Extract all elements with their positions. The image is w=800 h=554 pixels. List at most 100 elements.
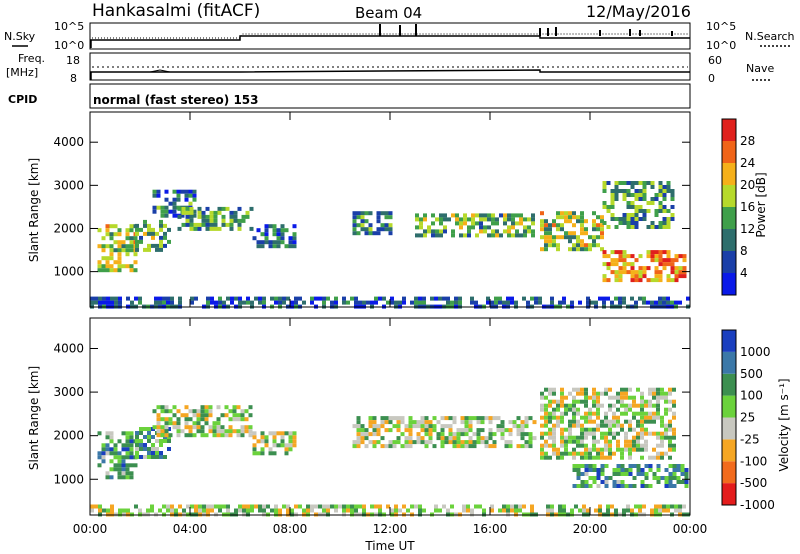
heatmap-cell <box>384 215 389 220</box>
heatmap-cell <box>670 197 675 201</box>
heatmap-cell <box>622 300 626 305</box>
heatmap-cell <box>528 436 533 441</box>
heatmap-cell <box>139 455 143 459</box>
heatmap-cell <box>610 217 615 221</box>
y-tick-label: 4000 <box>53 342 84 356</box>
heatmap-cell <box>143 427 147 431</box>
heatmap-cell <box>380 444 385 449</box>
heatmap-cell <box>500 420 505 425</box>
power-y-label: Slant Range [km] <box>27 158 41 262</box>
heatmap-cell <box>600 227 604 232</box>
heatmap-cell <box>129 268 134 273</box>
heatmap-cell <box>596 391 600 396</box>
heatmap-cell <box>164 205 169 210</box>
heatmap-cell <box>656 387 660 392</box>
heatmap-cell <box>516 428 521 433</box>
noise-tick-right-top: 10^5 <box>706 20 736 33</box>
heatmap-cell <box>646 250 651 255</box>
heatmap-cell <box>420 420 425 425</box>
heatmap-cell <box>135 243 139 248</box>
heatmap-cell <box>572 447 576 452</box>
heatmap-cell <box>392 444 397 449</box>
heatmap-cell <box>602 189 607 193</box>
heatmap-cell <box>200 417 205 422</box>
heatmap-cell <box>404 424 409 429</box>
heatmap-cell <box>356 424 361 429</box>
heatmap-cell <box>400 432 405 437</box>
heatmap-cell <box>618 274 623 279</box>
heatmap-cell <box>508 428 513 433</box>
heatmap-cell <box>288 435 293 440</box>
heatmap-cell <box>672 403 676 408</box>
heatmap-cell <box>668 472 673 476</box>
heatmap-cell <box>155 447 159 451</box>
heatmap-cell <box>636 447 640 452</box>
heatmap-cell <box>408 444 413 449</box>
heatmap-cell <box>616 419 620 424</box>
heatmap-cell <box>540 219 544 224</box>
heatmap-cell <box>176 425 181 430</box>
heatmap-cell <box>94 504 98 509</box>
heatmap-cell <box>580 227 584 232</box>
heatmap-cell <box>636 431 640 436</box>
heatmap-cell <box>110 296 114 301</box>
heatmap-cell <box>118 508 122 513</box>
heatmap-cell <box>540 403 544 408</box>
heatmap-cell <box>424 424 429 429</box>
heatmap-cell <box>206 296 210 301</box>
heatmap-cell <box>113 248 118 253</box>
heatmap-cell <box>544 423 548 428</box>
heatmap-cell <box>475 233 479 238</box>
heatmap-cell <box>636 423 640 428</box>
heatmap-cell <box>164 433 169 438</box>
heatmap-cell <box>540 223 544 228</box>
heatmap-cell <box>576 468 581 472</box>
heatmap-cell <box>672 468 677 472</box>
heatmap-cell <box>121 240 126 245</box>
heatmap-cell <box>584 411 588 416</box>
heatmap-cell <box>506 508 510 513</box>
heatmap-cell <box>596 215 600 220</box>
heatmap-cell <box>419 217 423 222</box>
heatmap-cell <box>420 416 425 421</box>
heatmap-cell <box>558 504 562 509</box>
heatmap-cell <box>618 300 622 305</box>
heatmap-cell <box>568 439 572 444</box>
heatmap-cell <box>628 423 632 428</box>
heatmap-cell <box>660 415 664 420</box>
heatmap-cell <box>668 443 672 448</box>
heatmap-cell <box>658 262 663 267</box>
heatmap-cell <box>632 435 636 440</box>
station-title: Hankasalmi (fitACF) <box>92 1 260 21</box>
heatmap-cell <box>202 504 206 509</box>
heatmap-cell <box>416 424 421 429</box>
heatmap-cell <box>326 508 330 513</box>
heatmap-cell <box>398 508 402 513</box>
heatmap-cell <box>560 403 564 408</box>
heatmap-cell <box>105 260 110 265</box>
heatmap-cell <box>147 243 151 248</box>
heatmap-cell <box>622 221 627 225</box>
heatmap-cell <box>196 417 201 422</box>
heatmap-cell <box>544 223 548 228</box>
x-tick-label: 00:00 <box>673 522 708 536</box>
heatmap-cell <box>117 268 122 273</box>
heatmap-cell <box>448 424 453 429</box>
heatmap-cell <box>630 213 635 217</box>
freq-tick-top: 18 <box>66 54 80 67</box>
heatmap-cell <box>638 181 643 185</box>
heatmap-cell <box>334 504 338 509</box>
heatmap-cell <box>98 300 102 305</box>
heatmap-cell <box>352 227 357 232</box>
heatmap-cell <box>548 403 552 408</box>
heatmap-cell <box>584 464 589 468</box>
colorbar-tick-label: 8 <box>740 244 748 258</box>
heatmap-cell <box>404 444 409 449</box>
heatmap-cell <box>674 300 678 305</box>
heatmap-cell <box>576 247 580 252</box>
heatmap-cell <box>544 403 548 408</box>
heatmap-cell <box>618 266 623 271</box>
heatmap-cell <box>248 429 253 434</box>
heatmap-cell <box>622 197 627 201</box>
